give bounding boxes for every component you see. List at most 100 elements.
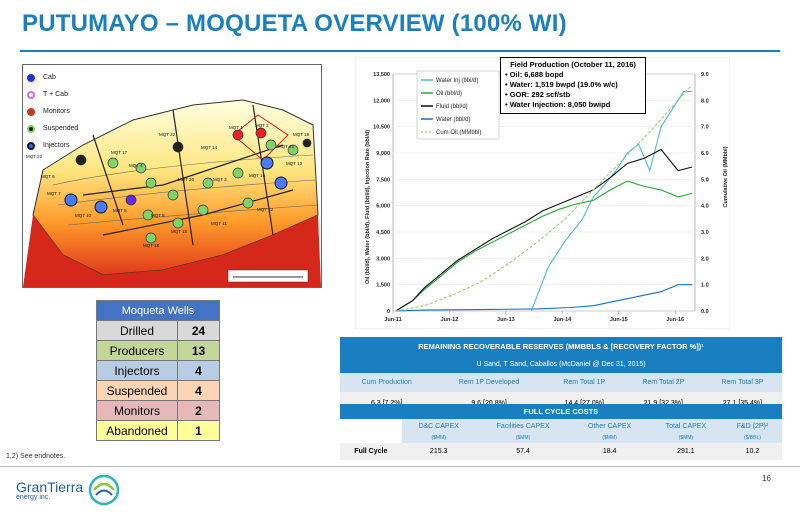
x-tick-label: Jun-13 — [497, 317, 515, 323]
bullet-item: • Water Injection: 8,050 bwipd — [505, 100, 611, 109]
legend-item-t-cab: T + Cab — [27, 86, 78, 103]
x-tick-label: Jun-14 — [553, 317, 572, 323]
well-label: MQT 14 — [201, 145, 218, 150]
well-label: MQT 8 — [151, 213, 165, 218]
legend-label: T + Cab — [43, 91, 68, 98]
table-row: Drilled 24 — [96, 320, 220, 341]
wells-row-value: 2 — [177, 400, 220, 421]
y-tick-label: 1,500 — [376, 283, 390, 289]
y-tick-label: 13,500 — [373, 72, 390, 78]
well-label: MQT 23 — [26, 154, 43, 159]
bullet-text: Water Injection: 8,050 bwipd — [509, 100, 611, 109]
unit-cell: ($/BBL) — [722, 433, 782, 443]
y-tick-label: 4,500 — [376, 230, 390, 236]
well-label: MQT 20 — [178, 177, 195, 182]
wells-row-value: 24 — [177, 320, 220, 341]
legend-item-injectors: Injectors — [27, 137, 78, 154]
y-tick-label: 10,500 — [373, 125, 390, 131]
reserves-table: REMAINING RECOVERABLE RESERVES (MMBBLS &… — [340, 337, 782, 414]
well-label: MQT 2 — [255, 123, 269, 128]
table-cell: 10.2 — [722, 443, 782, 460]
logo-text-block: GranTierra energy inc. — [16, 480, 83, 501]
well-label: MQT 19 — [293, 132, 310, 137]
legend-label: Water (bbl/d) — [436, 117, 470, 123]
y-tick-label: 12,000 — [373, 98, 390, 104]
wells-row-value: 13 — [177, 340, 220, 361]
legend-label: Injectors — [43, 142, 70, 149]
series-line — [395, 180, 693, 312]
logo-sub: energy inc. — [16, 493, 51, 501]
bullet-item: • Oil: 6,688 bopd — [505, 70, 564, 79]
field-production-header: Field Production (October 11, 2016) — [510, 60, 636, 69]
y2-tick-label: 3.0 — [701, 230, 709, 236]
y2-axis-label: Cumulative Oil (MMbbl) — [723, 146, 729, 207]
legend-item-cab: Cab — [27, 69, 78, 86]
suspended-dot-icon — [27, 124, 35, 133]
chart-legend: Water Inj (bbl/d) Oil (bbl/d) Fluid (bbl… — [416, 70, 500, 140]
table-row: D&C CAPEX Facilities CAPEX Other CAPEX T… — [340, 419, 782, 433]
logo-name: GranTierra — [16, 478, 84, 495]
legend-label: Monitors — [43, 108, 70, 115]
well-label: MQT 10 — [75, 213, 92, 218]
globe-logo-icon — [88, 474, 120, 506]
legend-label: Fluid (bbl/d) — [436, 104, 468, 110]
field-map: MQT 22 MQT 14 MQT 1 MQT 2 MQT 17 MQT 23 … — [22, 64, 322, 288]
column-header: Rem Total 1P — [544, 373, 624, 392]
well-label: MQT 7 — [47, 191, 61, 196]
x-tick-label: Jun-16 — [666, 317, 684, 323]
title-divider — [20, 50, 780, 52]
column-header: Cum Production — [340, 373, 434, 392]
table-cell: 291.1 — [648, 443, 723, 460]
table-row: Producers 13 — [96, 340, 220, 361]
row-label: Full Cycle — [340, 443, 402, 460]
column-header: Other CAPEX — [570, 419, 649, 433]
wells-row-value: 1 — [177, 420, 220, 441]
column-header: Rem Total 3P — [702, 373, 782, 392]
unit-cell: ($MM) — [475, 433, 571, 443]
wells-table-header: Moqueta Wells — [96, 300, 220, 321]
y2-tick-label: 1.0 — [701, 283, 709, 289]
wells-suspended — [75, 138, 312, 166]
y-tick-label: 7,500 — [376, 177, 390, 183]
wells-injectors — [64, 156, 288, 214]
unit-cell: ($MM) — [648, 433, 723, 443]
y-axis-label: Oil (bbl/d), Water (bbl/d), Fluid (bbl/d… — [365, 130, 371, 284]
wells-cab — [125, 194, 137, 206]
well-label: MQT 13 — [286, 161, 303, 166]
legend-label: Suspended — [43, 125, 79, 132]
bullet-text: Oil: 6,688 bopd — [509, 70, 564, 79]
table-row: Cum Production Rem 1P Developed Rem Tota… — [340, 373, 782, 392]
wells-row-value: 4 — [177, 360, 220, 381]
empty-cell — [340, 419, 402, 433]
y2-tick-label: 6.0 — [701, 151, 709, 157]
well-label: MQT 17 — [111, 150, 128, 155]
y-tick-label: 6,000 — [376, 204, 390, 210]
table-row: Abandoned 1 — [96, 420, 220, 441]
reserves-title: REMAINING RECOVERABLE RESERVES (MMBBLS &… — [340, 337, 782, 355]
moqueta-wells-table: Moqueta Wells Drilled 24 Producers 13 In… — [96, 300, 220, 441]
wells-row-value: 4 — [177, 380, 220, 401]
well-label: MQT 22 — [159, 132, 176, 137]
well-label: MQT 3 — [213, 177, 227, 182]
column-header: D&C CAPEX — [401, 419, 476, 433]
monitor-dot-icon — [27, 107, 35, 116]
y-tick-label: 0 — [387, 309, 390, 315]
well-label: MQT 11 — [211, 221, 227, 226]
table-cell: 57.4 — [475, 443, 571, 460]
wells-row-label: Suspended — [96, 380, 178, 401]
costs-title: FULL CYCLE COSTS — [340, 404, 782, 419]
well-label: MQT 6 — [41, 174, 55, 179]
field-production-box: Field Production (October 11, 2016) • Oi… — [500, 57, 646, 114]
x-tick-label: Jun-12 — [441, 317, 459, 323]
well-label: MQT 18 — [143, 243, 160, 248]
column-header: Rem Total 2P — [623, 373, 703, 392]
y2-tick-label: 0.0 — [701, 309, 709, 315]
series-line — [395, 148, 693, 312]
legend-item-suspended: Suspended — [27, 120, 78, 137]
well-label: MQT 15 — [171, 229, 188, 234]
legend-label: Oil (bbl/d) — [436, 91, 462, 97]
bullet-text: GOR: 292 scf/stb — [509, 90, 571, 99]
bullet-item: • GOR: 292 scf/stb — [505, 90, 571, 99]
legend-item-monitors: Monitors — [27, 103, 78, 120]
footer-divider — [0, 466, 800, 467]
